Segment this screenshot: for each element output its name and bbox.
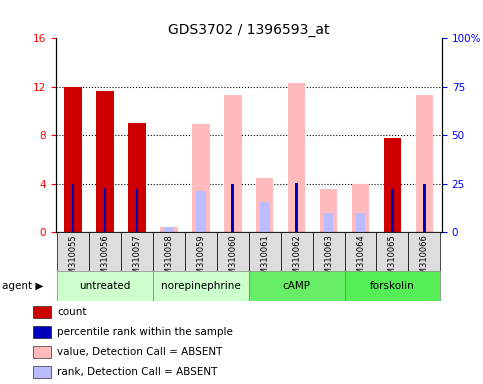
Text: agent ▶: agent ▶ [2,281,44,291]
Bar [33,346,51,358]
Bar [249,232,281,271]
Bar [185,232,217,271]
Text: count: count [57,307,87,317]
Bar [344,232,376,271]
Text: GSM310059: GSM310059 [197,234,205,285]
Bar [57,271,153,301]
Bar [217,232,249,271]
Bar [344,271,440,301]
Text: GSM310056: GSM310056 [100,234,110,285]
Bar [320,189,337,232]
Bar [415,94,433,232]
Text: GSM310060: GSM310060 [228,234,237,285]
Bar [164,227,174,232]
Bar [33,326,51,338]
Bar [136,189,138,232]
Text: GSM310065: GSM310065 [388,234,397,285]
Text: value, Detection Call = ABSENT: value, Detection Call = ABSENT [57,347,223,357]
Text: forskolin: forskolin [370,281,415,291]
Bar [153,271,249,301]
Bar [288,83,305,232]
Bar [231,184,234,232]
Bar [224,94,242,232]
Text: norepinephrine: norepinephrine [161,281,241,291]
Bar [391,189,394,232]
Bar [384,138,401,232]
Text: GSM310055: GSM310055 [69,234,78,285]
Bar [57,232,89,271]
Bar [128,123,146,232]
Bar [376,232,409,271]
Bar [153,232,185,271]
Bar [104,188,106,232]
Bar [249,271,344,301]
Bar [355,213,365,232]
Bar [89,232,121,271]
Bar [196,190,206,232]
Text: cAMP: cAMP [283,281,311,291]
Bar [33,366,51,378]
Text: GSM310063: GSM310063 [324,234,333,285]
Text: GSM310062: GSM310062 [292,234,301,285]
Bar [324,213,333,232]
Bar [33,306,51,318]
Bar [256,178,273,232]
Text: GSM310064: GSM310064 [356,234,365,285]
Bar [72,184,74,232]
Bar [260,202,270,232]
Bar [281,232,313,271]
Text: GSM310057: GSM310057 [132,234,142,285]
Bar [192,124,210,232]
Bar [313,232,344,271]
Bar [64,87,82,232]
Text: rank, Detection Call = ABSENT: rank, Detection Call = ABSENT [57,367,218,377]
Text: GSM310058: GSM310058 [164,234,173,285]
Text: percentile rank within the sample: percentile rank within the sample [57,327,233,337]
Bar [121,232,153,271]
Bar [295,183,298,232]
Bar [352,184,369,232]
Title: GDS3702 / 1396593_at: GDS3702 / 1396593_at [168,23,329,37]
Bar [96,91,114,232]
Text: GSM310061: GSM310061 [260,234,269,285]
Bar [409,232,440,271]
Text: GSM310066: GSM310066 [420,234,429,285]
Bar [423,184,426,232]
Text: untreated: untreated [79,281,131,291]
Bar [160,227,178,232]
